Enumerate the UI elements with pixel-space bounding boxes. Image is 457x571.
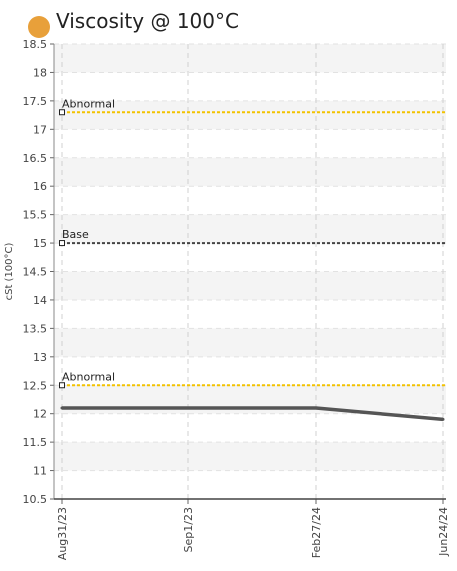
status-dot-icon: [28, 16, 50, 38]
y-tick-label: 11.5: [23, 436, 48, 449]
y-tick-label: 11: [33, 465, 47, 478]
grid-band: [54, 214, 446, 244]
grid-band: [54, 157, 446, 187]
x-tick-label: Jun24/24: [437, 507, 450, 557]
grid-band: [54, 442, 446, 471]
x-tick-label: Sep1/23: [182, 507, 195, 552]
grid-band: [54, 100, 446, 130]
y-tick-label: 12: [33, 408, 47, 421]
chart-title: Viscosity @ 100°C: [56, 9, 239, 33]
x-tick-label: Feb27/24: [310, 507, 323, 558]
x-tick-label: Aug31/23: [56, 507, 69, 560]
y-axis-title: cSt (100°C): [4, 242, 15, 300]
y-tick-label: 12.5: [23, 379, 48, 392]
series-point: [186, 406, 190, 410]
series-point: [60, 406, 64, 410]
y-tick-label: 17.5: [23, 95, 48, 108]
chart-header: Viscosity @ 100°C: [0, 0, 457, 40]
y-tick-label: 14: [33, 294, 47, 307]
reference-marker: [59, 109, 65, 116]
y-tick-label: 18.5: [23, 38, 48, 51]
y-tick-label: 14.5: [23, 266, 48, 279]
series-point: [441, 417, 445, 421]
y-tick-label: 15: [33, 237, 47, 250]
y-tick-label: 10.5: [23, 493, 48, 506]
y-tick-label: 13: [33, 351, 47, 364]
reference-label: Abnormal: [62, 97, 115, 110]
reference-label: Base: [62, 228, 89, 241]
grid-band: [54, 328, 446, 357]
grid-band: [54, 44, 446, 73]
reference-label: Abnormal: [62, 370, 115, 383]
y-tick-label: 16.5: [23, 152, 48, 165]
y-tick-label: 17: [33, 123, 47, 136]
y-tick-label: 15.5: [23, 209, 48, 222]
y-tick-label: 16: [33, 180, 47, 193]
reference-marker: [59, 240, 65, 247]
y-tick-label: 13.5: [23, 322, 48, 335]
series-line: [62, 406, 444, 422]
series-point: [314, 406, 318, 410]
grid-band: [54, 271, 446, 300]
y-tick-label: 18: [33, 66, 47, 79]
reference-marker: [59, 382, 65, 389]
